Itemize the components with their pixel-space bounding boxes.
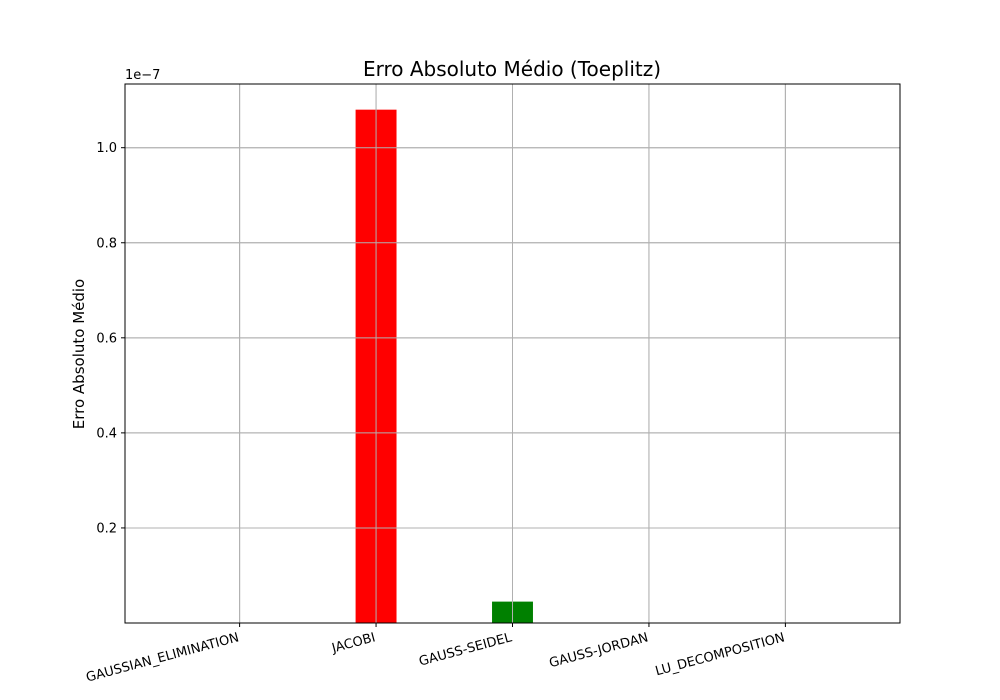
x-axis-ticks: GAUSSIAN_ELIMINATION JACOBI GAUSS-SEIDEL GA… xyxy=(85,623,787,686)
bars xyxy=(355,109,533,623)
x-tick-label: GAUSS-JORDAN xyxy=(548,630,650,671)
y-tick-label: 0.8 xyxy=(96,236,117,251)
y-offset-label: 1e−7 xyxy=(125,68,160,83)
x-tick-label: LU_DECOMPOSITION xyxy=(654,630,787,679)
x-tick-label: JACOBI xyxy=(329,630,377,656)
y-tick-label: 0.2 xyxy=(96,521,117,536)
y-tick-label: 0.4 xyxy=(96,426,117,441)
x-tick-label: GAUSSIAN_ELIMINATION xyxy=(85,630,241,685)
y-tick-label: 1.0 xyxy=(96,141,117,156)
y-axis-label: Erro Absoluto Médio xyxy=(70,279,88,429)
y-axis-ticks: 0.2 0.4 0.6 0.8 1.0 xyxy=(96,141,125,536)
chart-title: Erro Absoluto Médio (Toeplitz) xyxy=(363,57,661,81)
y-tick-label: 0.6 xyxy=(96,331,117,346)
grid-overlay xyxy=(125,84,900,623)
x-tick-label: GAUSS-SEIDEL xyxy=(417,630,514,669)
